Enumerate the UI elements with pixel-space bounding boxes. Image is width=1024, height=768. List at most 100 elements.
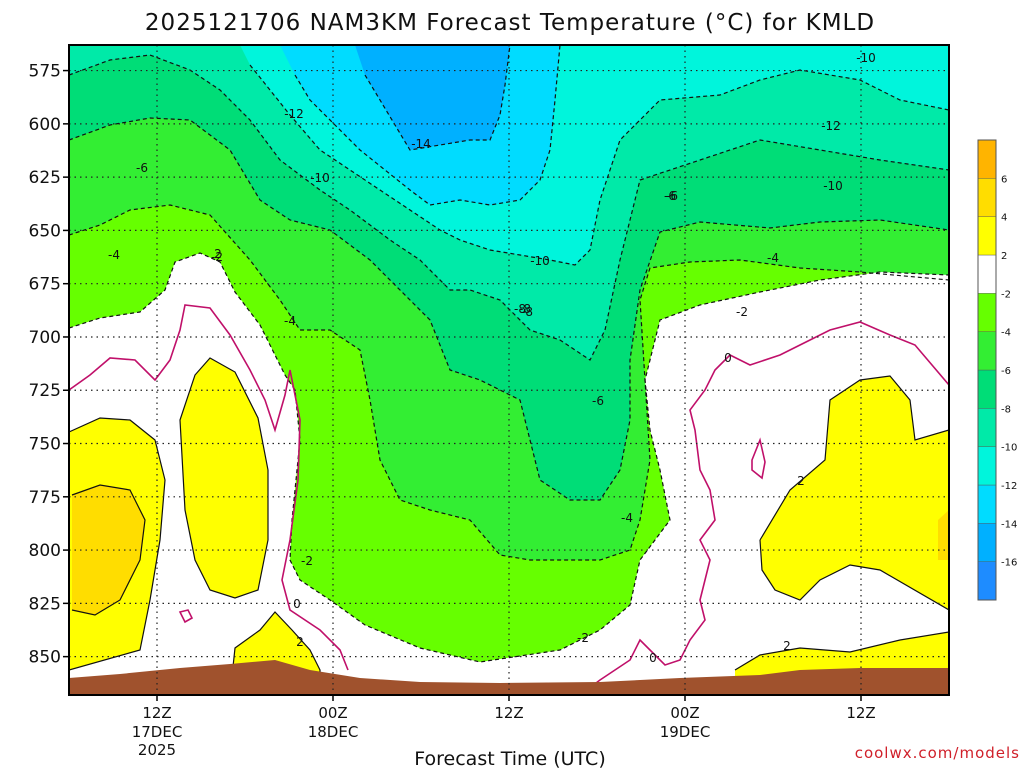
y-tick-label: 650 bbox=[29, 221, 61, 241]
y-tick-label: 675 bbox=[29, 275, 61, 295]
colorbar-swatch bbox=[977, 139, 997, 179]
negative-contours bbox=[69, 45, 949, 663]
contour-label: 0 bbox=[724, 351, 732, 365]
colorbar-swatch bbox=[977, 331, 997, 371]
contour-2-bottom-right bbox=[734, 631, 949, 671]
contour-minus10 bbox=[249, 64, 949, 266]
contour-minus12 bbox=[294, 45, 561, 206]
contour-minus6 bbox=[69, 117, 949, 501]
y-tick-label: 775 bbox=[29, 488, 61, 508]
colorbar: -16 -14 -12 -10 -8 -6 -4 -2 2 4 6 bbox=[977, 139, 1017, 601]
x-tick-day: 17DEC bbox=[132, 723, 183, 741]
colorbar-swatch bbox=[977, 216, 997, 256]
contour-label: -14 bbox=[411, 137, 431, 151]
band-2-4-center bbox=[180, 358, 268, 598]
y-tick-label: 725 bbox=[29, 381, 61, 401]
contour-0-loop bbox=[178, 609, 194, 624]
terrain bbox=[69, 660, 949, 695]
band-2-4-right bbox=[760, 376, 949, 610]
gridlines bbox=[69, 45, 949, 695]
y-tick-label: 600 bbox=[29, 115, 61, 135]
contour-label: -4 bbox=[767, 251, 779, 265]
contour-minus8 bbox=[69, 54, 949, 361]
y-tick-label: 750 bbox=[29, 435, 61, 455]
contour-label: -8 bbox=[519, 302, 531, 316]
contour-label: -10 bbox=[310, 171, 330, 185]
x-tick-day: 18DEC bbox=[308, 723, 359, 741]
x-tick-day: 19DEC bbox=[660, 723, 711, 741]
colorbar-swatch bbox=[977, 484, 997, 524]
contour-minus4 bbox=[69, 204, 949, 561]
contour-labels: -10-12-14-6-10-4 -2-12-10-8-4-6-20-6-8-6-… bbox=[108, 51, 876, 665]
y-tick-label: 825 bbox=[29, 594, 61, 614]
band-4-6-right bbox=[938, 510, 949, 560]
contour-2-right bbox=[759, 375, 949, 611]
contour-label: -10 bbox=[530, 254, 550, 268]
contour-2-center bbox=[179, 357, 269, 599]
x-tick-label: 00Z bbox=[670, 704, 699, 722]
contour-label: -4 bbox=[108, 248, 120, 262]
colorbar-label: -8 bbox=[1001, 404, 1011, 415]
colorbar-label: -10 bbox=[1001, 443, 1017, 454]
colorbar-swatch bbox=[977, 408, 997, 447]
colorbar-swatch bbox=[977, 446, 997, 486]
y-tick-label: 850 bbox=[29, 648, 61, 668]
colorbar-label: 4 bbox=[1001, 213, 1007, 224]
contour-label: -8 bbox=[521, 305, 533, 319]
colorbar-label: -4 bbox=[1001, 328, 1011, 339]
credit-link[interactable]: coolwx.com/models bbox=[855, 744, 1020, 762]
colorbar-swatch bbox=[977, 561, 997, 601]
contour-0-right bbox=[579, 321, 949, 695]
colorbar-label: -6 bbox=[1001, 366, 1011, 377]
y-axis: 575 600 625 650 675 700 725 750 775 800 825 850 bbox=[29, 62, 69, 668]
contour-label: -6 bbox=[666, 189, 678, 203]
contour-label: -2 bbox=[736, 305, 748, 319]
colorbar-label: -14 bbox=[1001, 519, 1017, 530]
contour-4 bbox=[71, 484, 146, 616]
contour-label: -10 bbox=[823, 179, 843, 193]
contour-label: 0 bbox=[293, 597, 301, 611]
y-tick-label: 625 bbox=[29, 168, 61, 188]
contour-0-left bbox=[69, 304, 349, 671]
colorbar-label: -2 bbox=[1001, 289, 1011, 300]
contour-label: -12 bbox=[284, 107, 304, 121]
contour-label: -2 bbox=[211, 250, 223, 264]
colorbar-frame bbox=[977, 139, 997, 601]
chart-title: 2025121706 NAM3KM Forecast Temperature (… bbox=[145, 10, 875, 36]
colorbar-label: 2 bbox=[1001, 251, 1007, 262]
x-axis-label: Forecast Time (UTC) bbox=[414, 748, 605, 768]
plot-area bbox=[69, 45, 949, 695]
colorbar-swatch bbox=[977, 369, 997, 409]
x-tick-label: 12Z bbox=[494, 704, 523, 722]
contour-label: 2 bbox=[214, 247, 222, 261]
colorbar-swatch bbox=[977, 523, 997, 562]
colorbar-swatch bbox=[977, 293, 997, 332]
contour-2-left bbox=[69, 417, 166, 671]
contour-minus2 bbox=[69, 252, 949, 663]
x-tick-year: 2025 bbox=[138, 741, 176, 759]
contour-label: 2 bbox=[296, 635, 304, 649]
y-tick-label: 575 bbox=[29, 62, 61, 82]
contour-label: -6 bbox=[664, 189, 676, 203]
contour-0-loop-right bbox=[751, 437, 766, 480]
colorbar-swatch bbox=[977, 254, 997, 294]
contour-label: -2 bbox=[301, 554, 313, 568]
band-minus2-plus2-left bbox=[69, 253, 949, 695]
positive-contours bbox=[69, 357, 949, 695]
colorbar-label: 6 bbox=[1001, 174, 1007, 185]
colorbar-label: -12 bbox=[1001, 481, 1017, 492]
x-tick-label: 12Z bbox=[142, 704, 171, 722]
contour-label: 2 bbox=[783, 639, 791, 653]
contour-label: -6 bbox=[592, 394, 604, 408]
contour-label: 0 bbox=[649, 651, 657, 665]
contour-label: -4 bbox=[621, 511, 633, 525]
colorbar-swatch bbox=[977, 178, 997, 217]
freezing-contours bbox=[69, 304, 949, 695]
contour-label: -2 bbox=[577, 631, 589, 645]
y-tick-label: 800 bbox=[29, 541, 61, 561]
contour-2-bottom bbox=[229, 611, 321, 695]
contour-label: -8 bbox=[514, 302, 526, 316]
contour-label: 2 bbox=[797, 474, 805, 488]
